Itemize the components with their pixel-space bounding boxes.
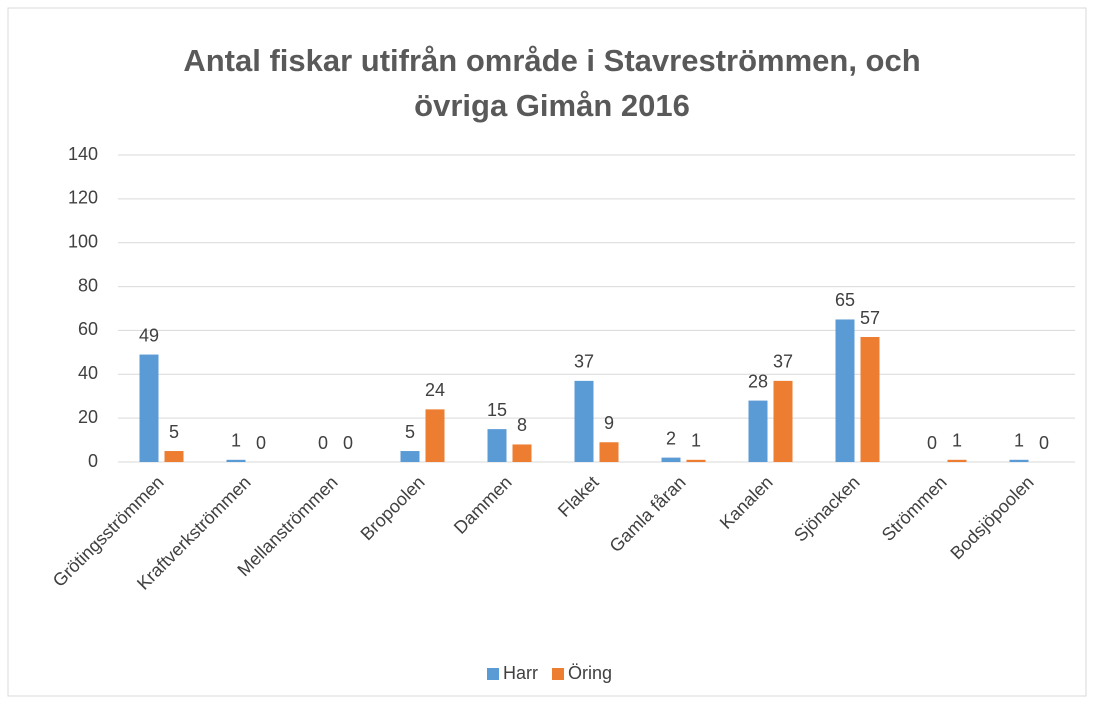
y-tick-label: 0 <box>88 451 98 471</box>
bar <box>164 451 184 462</box>
value-label: 0 <box>1039 433 1049 453</box>
bar <box>574 380 594 462</box>
bar <box>425 409 445 462</box>
bar <box>599 442 619 462</box>
y-tick-label: 120 <box>68 188 98 208</box>
y-tick-label: 140 <box>68 144 98 164</box>
value-label: 0 <box>318 433 328 453</box>
legend-swatch <box>487 668 499 680</box>
value-label: 5 <box>405 422 415 442</box>
bar <box>487 429 507 462</box>
value-label: 28 <box>748 371 768 391</box>
bar <box>835 319 855 462</box>
value-label: 0 <box>927 433 937 453</box>
y-tick-label: 60 <box>78 319 98 339</box>
value-label: 49 <box>139 325 159 345</box>
value-label: 8 <box>517 415 527 435</box>
legend-label: Öring <box>568 663 612 683</box>
value-label: 1 <box>231 431 241 451</box>
value-label: 0 <box>343 433 353 453</box>
value-label: 15 <box>487 400 507 420</box>
value-label: 5 <box>169 422 179 442</box>
bar <box>1009 459 1029 462</box>
value-label: 24 <box>425 380 445 400</box>
chart-title: Antal fiskar utifrån område i Stavreströ… <box>183 43 921 123</box>
y-tick-label: 40 <box>78 363 98 383</box>
value-label: 2 <box>666 428 676 448</box>
legend-swatch <box>552 668 564 680</box>
chart-border <box>7 7 1087 697</box>
value-label: 0 <box>256 433 266 453</box>
y-tick-label: 80 <box>78 275 98 295</box>
bar <box>748 400 768 462</box>
y-tick-label: 100 <box>68 231 98 251</box>
value-label: 1 <box>952 431 962 451</box>
legend-label: Harr <box>503 663 538 683</box>
value-label: 65 <box>835 290 855 310</box>
bar <box>139 354 159 462</box>
bar <box>947 459 967 462</box>
value-label: 1 <box>691 431 701 451</box>
value-label: 9 <box>604 413 614 433</box>
bar <box>400 451 420 462</box>
bar <box>226 459 246 462</box>
value-label: 37 <box>574 352 594 372</box>
bar <box>512 444 532 462</box>
bar <box>661 457 681 462</box>
y-tick-label: 20 <box>78 407 98 427</box>
value-label: 1 <box>1014 431 1024 451</box>
value-label: 57 <box>860 308 880 328</box>
bar <box>773 380 793 462</box>
value-label: 37 <box>773 352 793 372</box>
bar <box>860 337 880 462</box>
bar <box>686 459 706 462</box>
